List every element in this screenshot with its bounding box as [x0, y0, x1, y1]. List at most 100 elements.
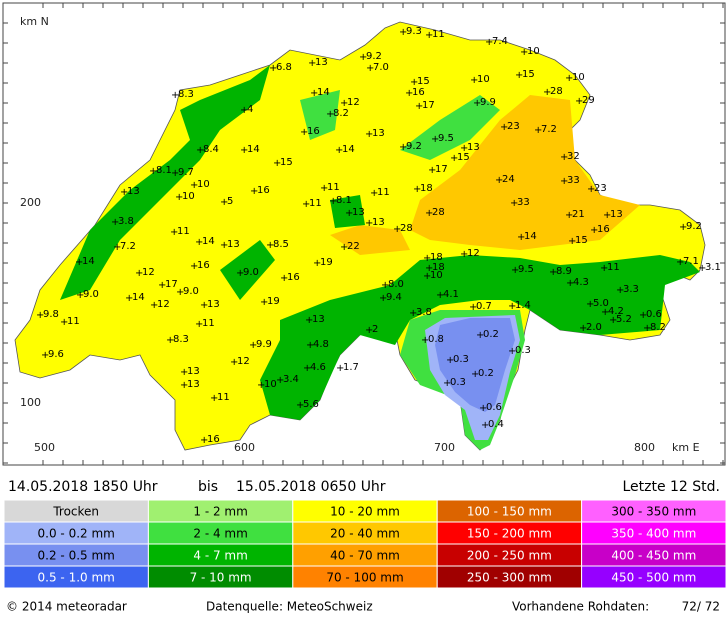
- station-value: 8.1: [336, 195, 352, 206]
- station-marker: +: [510, 198, 518, 209]
- station-value: 3.1: [705, 262, 721, 273]
- station-value: 13: [187, 379, 200, 390]
- legend-label: 2 - 4 mm: [193, 527, 247, 541]
- station-value: 0.4: [488, 419, 504, 430]
- station-value: 13: [227, 239, 240, 250]
- station-value: 14: [247, 144, 260, 155]
- station-marker: +: [220, 240, 228, 251]
- station-value: 9.9: [480, 97, 496, 108]
- copyright: © 2014 meteoradar: [6, 600, 127, 614]
- station-marker: +: [423, 253, 431, 264]
- station-value: 12: [467, 248, 480, 259]
- station-value: 8.9: [556, 266, 572, 277]
- station-marker: +: [171, 90, 179, 101]
- station-marker: +: [560, 152, 568, 163]
- station-value: 12: [142, 267, 155, 278]
- station-value: 17: [435, 164, 448, 175]
- station-value: 10: [527, 46, 540, 57]
- station-value: 18: [430, 252, 443, 263]
- station-value: 19: [320, 257, 333, 268]
- station-marker: +: [679, 222, 687, 233]
- station-marker: +: [450, 153, 458, 164]
- station-value: 22: [347, 241, 360, 252]
- station-marker: +: [579, 323, 587, 334]
- station-marker: +: [340, 242, 348, 253]
- station-value: 9.2: [686, 221, 702, 232]
- station-marker: +: [698, 263, 706, 274]
- station-marker: +: [308, 58, 316, 69]
- station-marker: +: [135, 268, 143, 279]
- station-marker: +: [476, 330, 484, 341]
- station-marker: +: [240, 145, 248, 156]
- station-marker: +: [276, 375, 284, 386]
- station-value: 10: [197, 179, 210, 190]
- station-value: 33: [517, 197, 530, 208]
- station-marker: +: [150, 300, 158, 311]
- station-value: 24: [502, 174, 515, 185]
- station-value: 13: [127, 186, 140, 197]
- legend-label: 150 - 200 mm: [467, 527, 552, 541]
- station-value: 10: [182, 191, 195, 202]
- station-marker: +: [676, 257, 684, 268]
- station-value: 15: [457, 152, 470, 163]
- station-value: 10: [264, 379, 277, 390]
- station-marker: +: [200, 435, 208, 446]
- station-value: 2.0: [586, 322, 602, 333]
- legend-swatch: [581, 565, 727, 589]
- station-marker: +: [305, 315, 313, 326]
- station-value: 8.2: [333, 108, 349, 119]
- station-value: 16: [597, 224, 610, 235]
- station-value: 11: [607, 262, 620, 273]
- station-value: 0.3: [450, 377, 466, 388]
- station-value: 0.2: [478, 368, 494, 379]
- station-value: 14: [202, 236, 215, 247]
- green-area: [60, 65, 270, 300]
- legend-label: 350 - 400 mm: [611, 527, 696, 541]
- station-value: 8.0: [388, 279, 404, 290]
- station-marker: +: [517, 232, 525, 243]
- station-marker: +: [616, 285, 624, 296]
- station-value: 16: [197, 260, 210, 271]
- legend-label: Trocken: [52, 505, 99, 519]
- station-marker: +: [111, 217, 119, 228]
- station-marker: +: [329, 196, 337, 207]
- station-value: 7.2: [541, 124, 557, 135]
- station-value: 4.2: [608, 306, 624, 317]
- station-marker: +: [405, 88, 413, 99]
- station-marker: +: [600, 263, 608, 274]
- station-value: 9.9: [256, 339, 272, 350]
- station-marker: +: [195, 319, 203, 330]
- station-marker: +: [190, 180, 198, 191]
- station-marker: +: [336, 363, 344, 374]
- station-value: 0.7: [476, 301, 492, 312]
- station-value: 7.2: [120, 241, 136, 252]
- station-marker: +: [320, 183, 328, 194]
- station-marker: +: [609, 315, 617, 326]
- station-marker: +: [543, 87, 551, 98]
- station-value: 14: [317, 87, 330, 98]
- station-marker: +: [379, 293, 387, 304]
- station-value: 28: [400, 223, 413, 234]
- station-value: 11: [327, 182, 340, 193]
- station-marker: +: [249, 340, 257, 351]
- station-marker: +: [36, 310, 44, 321]
- station-marker: +: [335, 145, 343, 156]
- station-marker: +: [113, 242, 121, 253]
- station-value: 10: [477, 74, 490, 85]
- station-value: 11: [202, 318, 215, 329]
- station-value: 9.3: [406, 26, 422, 37]
- station-marker: +: [196, 145, 204, 156]
- station-marker: +: [266, 240, 274, 251]
- station-value: 1.4: [515, 300, 531, 311]
- station-marker: +: [603, 210, 611, 221]
- station-marker: +: [365, 325, 373, 336]
- station-marker: +: [302, 199, 310, 210]
- station-marker: +: [326, 109, 334, 120]
- station-value: 14: [82, 256, 95, 267]
- station-marker: +: [306, 340, 314, 351]
- station-marker: +: [409, 308, 417, 319]
- legend-label: 100 - 150 mm: [467, 505, 552, 519]
- station-marker: +: [565, 73, 573, 84]
